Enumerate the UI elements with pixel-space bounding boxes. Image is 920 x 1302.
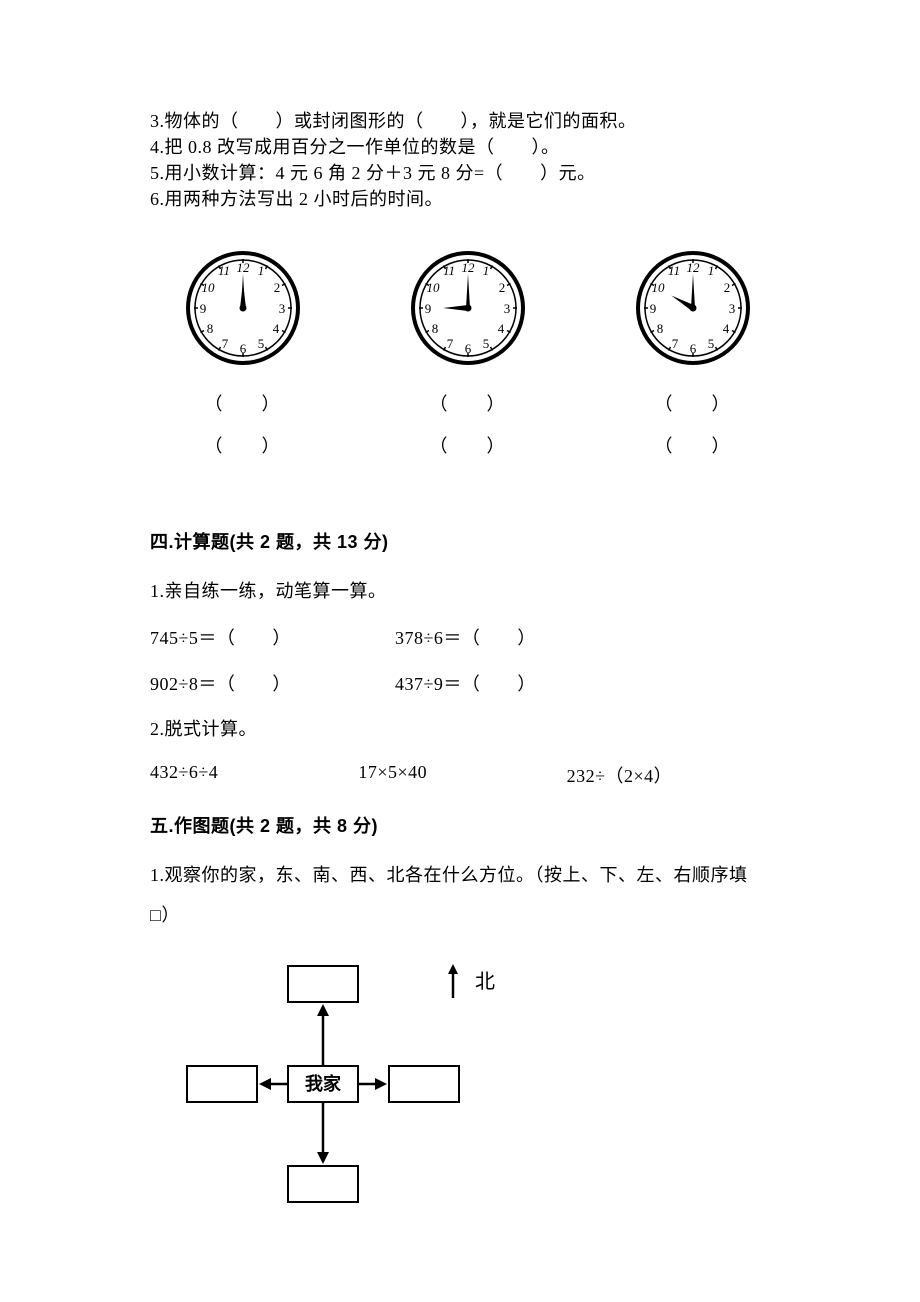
svg-text:1: 1: [257, 263, 264, 278]
s5-q1b: □）: [150, 902, 775, 928]
s4-q1: 1.亲自练一练，动笔算一算。: [150, 578, 775, 604]
svg-text:3: 3: [728, 301, 735, 316]
question-5: 5.用小数计算：4 元 6 角 2 分＋3 元 8 分=（ ）元。: [150, 160, 775, 186]
clocks-row: 12 11 10 9 8 7 6 5 4 3 2 1: [170, 248, 765, 458]
clock-1-blank-1: （ ）: [205, 390, 281, 416]
svg-text:2: 2: [498, 280, 505, 295]
clock-2-blank-1: （ ）: [430, 390, 506, 416]
svg-text:7: 7: [446, 336, 453, 351]
clock-1: 12 11 10 9 8 7 6 5 4 3 2 1: [183, 248, 303, 368]
svg-text:10: 10: [201, 280, 215, 295]
svg-text:5: 5: [257, 336, 264, 351]
clock-3-blank-2: （ ）: [655, 432, 731, 458]
svg-text:11: 11: [217, 263, 229, 278]
svg-text:5: 5: [707, 336, 714, 351]
clock-1-blank-2: （ ）: [205, 432, 281, 458]
svg-text:3: 3: [278, 301, 285, 316]
svg-text:8: 8: [206, 321, 213, 336]
s4-e3: 232÷（2×4）: [567, 762, 775, 788]
question-4: 4.把 0.8 改写成用百分之一作单位的数是（ ）。: [150, 134, 775, 160]
svg-text:3: 3: [503, 301, 510, 316]
clock-2-blank-2: （ ）: [430, 432, 506, 458]
svg-text:8: 8: [656, 321, 663, 336]
clock-2: 12 11 10 9 8 7 6 5 4 3 2 1: [408, 248, 528, 368]
north-label: 北: [475, 970, 495, 993]
svg-text:9: 9: [199, 301, 206, 316]
s4-q2: 2.脱式计算。: [150, 716, 775, 742]
svg-text:10: 10: [426, 280, 440, 295]
svg-text:9: 9: [649, 301, 656, 316]
svg-text:1: 1: [707, 263, 714, 278]
svg-text:2: 2: [723, 280, 730, 295]
svg-text:11: 11: [667, 263, 679, 278]
svg-text:4: 4: [722, 321, 729, 336]
s4-eq1b: 378÷6＝（ ）: [395, 624, 635, 650]
s4-eq2a: 902÷8＝（ ）: [150, 670, 390, 696]
clock-3-blank-1: （ ）: [655, 390, 731, 416]
svg-text:9: 9: [424, 301, 431, 316]
s4-row3: 432÷6÷4 17×5×40 232÷（2×4）: [150, 762, 775, 788]
question-6: 6.用两种方法写出 2 小时后的时间。: [150, 186, 775, 212]
svg-text:4: 4: [272, 321, 279, 336]
s4-e2: 17×5×40: [358, 762, 566, 788]
s4-eq1a: 745÷5＝（ ）: [150, 624, 390, 650]
clock-1-col: 12 11 10 9 8 7 6 5 4 3 2 1: [170, 248, 315, 458]
s4-e1: 432÷6÷4: [150, 762, 358, 788]
svg-text:7: 7: [221, 336, 228, 351]
svg-text:5: 5: [482, 336, 489, 351]
s4-row2: 902÷8＝（ ） 437÷9＝（ ）: [150, 670, 775, 696]
section-5-title: 五.作图题(共 2 题，共 8 分): [150, 812, 775, 838]
svg-text:1: 1: [482, 263, 489, 278]
compass-diagram: 北 我家: [175, 958, 775, 1223]
clock-3-col: 12 11 10 9 8 7 6 5 4 3 2 1: [620, 248, 765, 458]
section-4-title: 四.计算题(共 2 题，共 13 分): [150, 528, 775, 554]
svg-text:2: 2: [273, 280, 280, 295]
clock-2-col: 12 11 10 9 8 7 6 5 4 3 2 1: [395, 248, 540, 458]
question-3: 3.物体的（ ）或封闭图形的（ ），就是它们的面积。: [150, 108, 775, 134]
svg-text:11: 11: [442, 263, 454, 278]
svg-text:8: 8: [431, 321, 438, 336]
s4-eq2b: 437÷9＝（ ）: [395, 670, 635, 696]
svg-text:10: 10: [651, 280, 665, 295]
svg-text:4: 4: [497, 321, 504, 336]
s5-q1a: 1.观察你的家，东、南、西、北各在什么方位。（按上、下、左、右顺序填: [150, 862, 775, 888]
svg-text:7: 7: [671, 336, 678, 351]
s4-row1: 745÷5＝（ ） 378÷6＝（ ）: [150, 624, 775, 650]
clock-3: 12 11 10 9 8 7 6 5 4 3 2 1: [633, 248, 753, 368]
center-label: 我家: [305, 1073, 342, 1094]
